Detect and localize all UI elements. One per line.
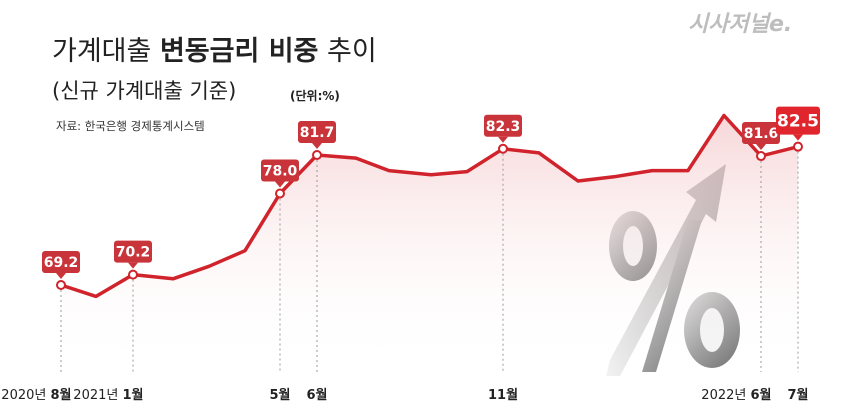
data-point (275, 188, 285, 199)
unit-label: (단위:%) (290, 88, 340, 103)
value-label: 81.7 (298, 121, 336, 149)
data-point (756, 151, 766, 162)
title-light: 가계대출 (52, 36, 160, 67)
data-point (793, 141, 803, 152)
brand-logo: 시사저널e. (688, 12, 792, 37)
series-line (60, 113, 799, 299)
value-label: 70.2 (114, 240, 152, 269)
value-label-text: 82.3 (486, 119, 521, 135)
value-label-text: 81.6 (744, 126, 779, 142)
x-tick-label: 2022년 6월 (701, 387, 771, 403)
chart-title: 가계대출 변동금리 비중 추이 (52, 36, 377, 67)
value-label: 78.0 (261, 159, 299, 188)
x-tick-label: 2021년 1월 (73, 387, 143, 403)
data-point (312, 150, 322, 160)
data-point (498, 143, 508, 154)
value-label: 81.6 (742, 122, 780, 151)
area-fill (61, 115, 798, 372)
source-label: 자료: 한국은행 경제통계시스템 (56, 119, 205, 133)
value-label: 69.2 (42, 251, 80, 279)
x-tick-label: 6월 (307, 387, 328, 403)
x-tick-label: 5월 (270, 387, 291, 403)
x-tick-label: 2020년 8월 (1, 387, 71, 403)
data-point (56, 280, 66, 290)
chart-subtitle: (신규 가계대출 기준) (52, 79, 236, 103)
value-label: 82.3 (484, 114, 522, 143)
value-label-text: 81.7 (300, 125, 335, 141)
value-label: 82.5 (776, 106, 820, 141)
value-label-text: 82.5 (777, 112, 819, 132)
title-tail: 추이 (318, 36, 376, 67)
value-label-text: 70.2 (116, 245, 151, 261)
value-label-text: 78.0 (263, 163, 298, 179)
value-label-text: 69.2 (44, 255, 79, 271)
x-tick-label: 11월 (488, 387, 518, 403)
title-bold: 변동금리 비중 (160, 36, 318, 67)
data-point (128, 269, 138, 280)
x-tick-label: 7월 (788, 387, 809, 403)
